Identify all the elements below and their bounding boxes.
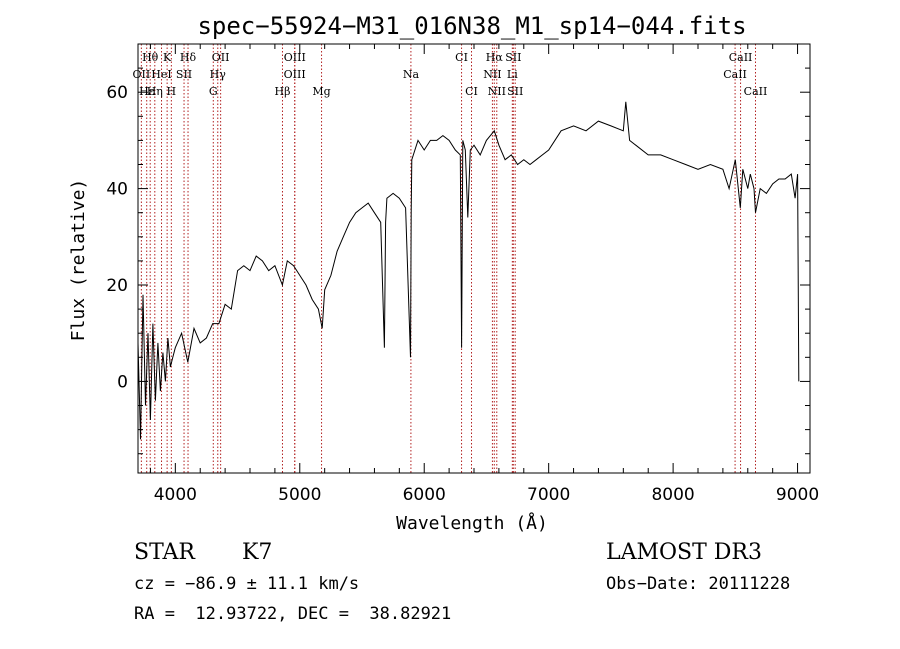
redshift-velocity: cz = −86.9 ± 11.1 km/s bbox=[134, 574, 360, 594]
line-label: Hθ bbox=[142, 51, 159, 64]
x-tick-label: 4000 bbox=[154, 485, 197, 505]
line-label: Na bbox=[403, 68, 420, 81]
x-tick-label: 9000 bbox=[776, 485, 819, 505]
x-tick-label: 7000 bbox=[527, 485, 570, 505]
line-label: Hδ bbox=[180, 51, 197, 64]
line-label: Li bbox=[507, 68, 518, 81]
line-label: NII bbox=[488, 85, 506, 98]
plot-frame bbox=[137, 43, 811, 474]
line-label: H bbox=[167, 85, 177, 98]
line-label: HeI bbox=[151, 68, 171, 81]
line-label: Hη bbox=[147, 85, 163, 98]
line-label: Hγ bbox=[210, 68, 227, 81]
line-label: OIII bbox=[284, 68, 306, 81]
line-label: Hβ bbox=[275, 85, 291, 98]
line-label: G bbox=[209, 85, 218, 98]
chart-title: spec−55924−M31_016N38_M1_sp14−044.fits bbox=[197, 12, 746, 40]
line-label: Mg bbox=[312, 85, 330, 98]
object-subclass: K7 bbox=[242, 540, 273, 565]
line-label: NII bbox=[483, 68, 501, 81]
line-label: CaII bbox=[723, 68, 747, 81]
emission-line-markers bbox=[140, 44, 756, 473]
line-label: SII bbox=[176, 68, 192, 81]
line-label: SII bbox=[505, 51, 521, 64]
x-tick-label: 5000 bbox=[278, 485, 321, 505]
line-label: CaII bbox=[744, 85, 768, 98]
line-label: K bbox=[163, 51, 172, 64]
y-tick-label: 60 bbox=[106, 83, 128, 103]
line-label: OIII bbox=[284, 51, 306, 64]
y-tick-labels: 0 20 40 60 bbox=[106, 83, 128, 392]
observation-date: Obs−Date: 20111228 bbox=[606, 574, 791, 594]
x-axis-label: Wavelength (Å) bbox=[396, 512, 548, 534]
line-label: SII bbox=[507, 85, 523, 98]
x-tick-labels: 4000 5000 6000 7000 8000 9000 bbox=[154, 485, 819, 505]
line-label: Hα bbox=[486, 51, 504, 64]
x-tick-label: 8000 bbox=[651, 485, 694, 505]
y-tick-label: 40 bbox=[106, 180, 128, 200]
y-axis-label: Flux (relative) bbox=[68, 179, 89, 342]
spectrum-line bbox=[137, 101, 800, 440]
survey-name: LAMOST DR3 bbox=[606, 540, 762, 565]
line-label: OII bbox=[133, 68, 151, 81]
line-label: CaII bbox=[729, 51, 753, 64]
line-label: CI bbox=[465, 85, 478, 98]
line-label: OII bbox=[212, 51, 230, 64]
line-label: CI bbox=[455, 51, 468, 64]
y-tick-label: 0 bbox=[117, 372, 128, 392]
y-tick-label: 20 bbox=[106, 276, 128, 296]
x-tick-label: 6000 bbox=[403, 485, 446, 505]
line-label: Hε bbox=[139, 85, 155, 98]
object-class: STAR bbox=[134, 540, 195, 565]
ra-dec: RA = 12.93722, DEC = 38.82921 bbox=[134, 604, 452, 624]
axis-ticks bbox=[138, 44, 810, 473]
